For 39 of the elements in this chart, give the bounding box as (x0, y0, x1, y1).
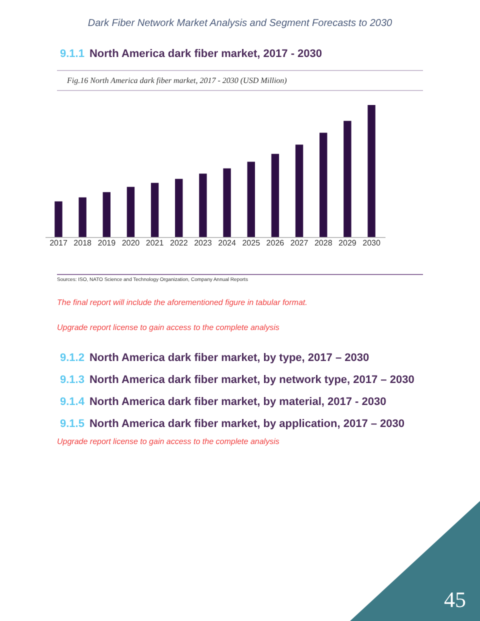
x-tick-label: 2023 (194, 238, 212, 248)
x-tick-label: 2018 (74, 238, 92, 248)
bar (344, 120, 352, 237)
bar (368, 105, 376, 237)
text: 45 (444, 587, 466, 613)
caption: Fig.16 North America dark fiber market, 2017 - 2030 (USD Million) (57, 70, 423, 91)
x-tick-label: 2020 (122, 238, 140, 248)
bar (223, 168, 231, 237)
text: 9.1.4 North America dark fiber market, by material, 2017 - 2030 (60, 396, 386, 408)
bar (102, 192, 110, 237)
bar (126, 186, 135, 237)
bar (295, 144, 304, 237)
x-tick-label: 2028 (314, 238, 333, 248)
bar (320, 132, 328, 237)
text: 9.1.5 North America dark fiber market, by application, 2017 – 2030 (60, 418, 405, 430)
bar (150, 182, 159, 237)
x-tick-label: 2026 (266, 238, 285, 248)
bar (271, 154, 280, 237)
text: 9.1.2 North America dark fiber market, by type, 2017 – 2030 (60, 352, 370, 364)
bar (247, 162, 255, 237)
x-tick-label: 2027 (290, 238, 309, 248)
bar (175, 178, 183, 237)
x-tick-label: 2021 (146, 238, 164, 248)
x-tick-label: 2017 (50, 238, 68, 248)
x-tick-label: 2019 (98, 238, 116, 248)
x-tick-label: 2022 (170, 238, 188, 248)
bar (54, 201, 62, 237)
chart-subtitle: 9.1.1 North America dark fiber market, 2017 - 2030 (60, 48, 322, 60)
text: The final report will include the aforementioned figure in tabular format. (57, 298, 308, 307)
x-tick-label: 2030 (362, 238, 381, 248)
text: Upgrade report license to gain access to the complete analysis (57, 437, 280, 446)
text: 9.1.3 North America dark fiber market, by network type, 2017 – 2030 (60, 374, 414, 386)
text: Upgrade report license to gain access to the complete analysis (57, 323, 280, 332)
x-tick-label: 2029 (338, 238, 357, 248)
bar (78, 197, 86, 237)
x-tick-label: 2024 (218, 238, 236, 248)
bar (199, 174, 207, 237)
chart-title: Dark Fiber Network Market Analysis and Segment Forecasts to 2030 (86, 18, 394, 29)
x-tick-label: 2025 (242, 238, 261, 248)
